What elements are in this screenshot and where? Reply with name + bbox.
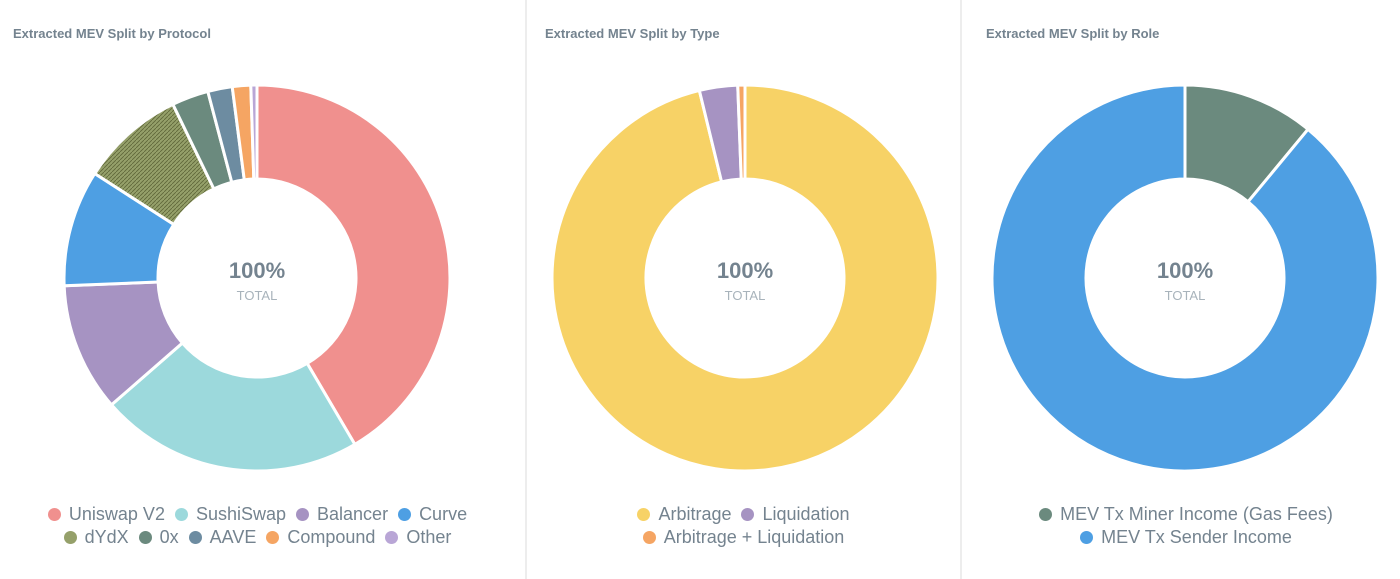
center-value: 100% bbox=[1157, 258, 1213, 283]
legend-label: Arbitrage bbox=[658, 504, 732, 524]
role-donut-chart: 100% TOTAL bbox=[990, 83, 1380, 473]
legend-label: Balancer bbox=[317, 504, 389, 524]
protocol-chart-panel: Extracted MEV Split by Protocol 100% TOTA… bbox=[0, 0, 515, 579]
slice-arbitrage[interactable] bbox=[550, 83, 940, 473]
legend-item-mev-tx-miner-income-gas-fees[interactable]: MEV Tx Miner Income (Gas Fees) bbox=[1039, 503, 1333, 526]
center-value: 100% bbox=[229, 258, 285, 283]
legend-item-arbitrage[interactable]: Arbitrage bbox=[637, 503, 731, 526]
legend-item-mev-tx-sender-income[interactable]: MEV Tx Sender Income bbox=[1080, 526, 1292, 549]
center-label: TOTAL bbox=[1165, 288, 1206, 303]
protocol-donut-chart: 100% TOTAL bbox=[62, 83, 452, 473]
slice-mev-tx-sender-income[interactable] bbox=[990, 83, 1380, 473]
legend-row: MEV Tx Miner Income (Gas Fees) bbox=[972, 503, 1400, 526]
chart-title: Extracted MEV Split by Type bbox=[545, 26, 720, 41]
legend-label: MEV Tx Miner Income (Gas Fees) bbox=[1060, 504, 1333, 524]
legend-row: MEV Tx Sender Income bbox=[972, 526, 1400, 549]
legend-label: Uniswap V2 bbox=[68, 504, 165, 524]
legend-item-liquidation[interactable]: Liquidation bbox=[741, 503, 850, 526]
legend-swatch-icon bbox=[637, 508, 651, 521]
type-legend: Arbitrage Liquidation Arbitrage + Liquidat… bbox=[527, 503, 960, 549]
legend-label: dYdX bbox=[84, 527, 129, 547]
legend-label: AAVE bbox=[209, 527, 257, 547]
legend-swatch-icon bbox=[63, 531, 77, 544]
legend-swatch-icon bbox=[1080, 531, 1094, 544]
legend-swatch-icon bbox=[385, 531, 399, 544]
legend-swatch-icon bbox=[174, 508, 188, 521]
center-label: TOTAL bbox=[237, 288, 278, 303]
slice-arbitrage-liquidation[interactable] bbox=[736, 83, 747, 181]
slice-other[interactable] bbox=[249, 83, 259, 181]
legend-swatch-icon bbox=[642, 531, 656, 544]
legend-swatch-icon bbox=[1039, 508, 1053, 521]
legend-item-sushiswap[interactable]: SushiSwap bbox=[174, 503, 287, 526]
legend-row: dYdX 0x AAVE Compound Other bbox=[0, 526, 515, 549]
legend-item-curve[interactable]: Curve bbox=[398, 503, 467, 526]
legend-label: Curve bbox=[419, 504, 468, 524]
legend-swatch-icon bbox=[47, 508, 61, 521]
legend-item-compound[interactable]: Compound bbox=[266, 526, 375, 549]
legend-item-other[interactable]: Other bbox=[385, 526, 451, 549]
legend-swatch-icon bbox=[266, 531, 280, 544]
legend-row: Arbitrage Liquidation bbox=[527, 503, 960, 526]
legend-item-0x[interactable]: 0x bbox=[138, 526, 179, 549]
role-chart-panel: Extracted MEV Split by Role 100% TOTAL ME… bbox=[972, 0, 1400, 579]
legend-swatch-icon bbox=[138, 531, 152, 544]
legend-item-balancer[interactable]: Balancer bbox=[296, 503, 388, 526]
legend-label: Compound bbox=[287, 527, 376, 547]
role-legend: MEV Tx Miner Income (Gas Fees) MEV Tx Sen… bbox=[972, 503, 1400, 549]
legend-row: Uniswap V2 SushiSwap Balancer Curve bbox=[0, 503, 515, 526]
legend-item-arbitrage-liquidation[interactable]: Arbitrage + Liquidation bbox=[642, 526, 845, 549]
legend-label: MEV Tx Sender Income bbox=[1101, 527, 1292, 547]
slice-sushiswap[interactable] bbox=[109, 340, 357, 473]
legend-label: Arbitrage + Liquidation bbox=[663, 527, 845, 547]
legend-item-aave[interactable]: AAVE bbox=[188, 526, 257, 549]
slice-uniswap-v2[interactable] bbox=[255, 83, 452, 447]
chart-title: Extracted MEV Split by Protocol bbox=[13, 26, 211, 41]
chart-title: Extracted MEV Split by Role bbox=[986, 26, 1160, 41]
legend-label: Liquidation bbox=[762, 504, 850, 524]
center-label: TOTAL bbox=[725, 288, 766, 303]
legend-label: 0x bbox=[159, 527, 179, 547]
legend-swatch-icon bbox=[188, 531, 202, 544]
legend-swatch-icon bbox=[296, 508, 310, 521]
type-donut-chart: 100% TOTAL bbox=[550, 83, 940, 473]
legend-item-dydx[interactable]: dYdX bbox=[63, 526, 129, 549]
center-value: 100% bbox=[717, 258, 773, 283]
legend-label: Other bbox=[406, 527, 452, 547]
legend-swatch-icon bbox=[398, 508, 412, 521]
legend-item-uniswap-v2[interactable]: Uniswap V2 bbox=[47, 503, 165, 526]
legend-row: Arbitrage + Liquidation bbox=[527, 526, 960, 549]
type-chart-panel: Extracted MEV Split by Type 100% TOTAL Ar… bbox=[525, 0, 962, 579]
legend-label: SushiSwap bbox=[195, 504, 287, 524]
protocol-legend: Uniswap V2 SushiSwap Balancer Curve dYdX 0x AA… bbox=[0, 503, 515, 549]
legend-swatch-icon bbox=[741, 508, 755, 521]
